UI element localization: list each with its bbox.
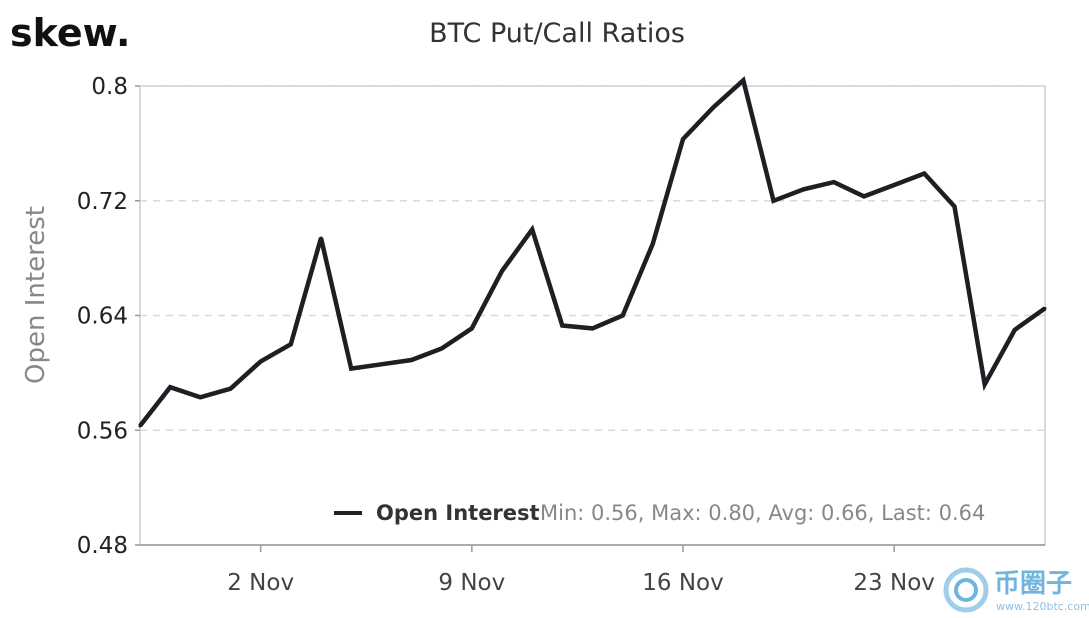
data-point xyxy=(983,382,987,386)
chart-title: BTC Put/Call Ratios xyxy=(429,18,685,49)
watermark-url: www.120btc.com xyxy=(996,600,1089,613)
data-point xyxy=(349,367,353,371)
plot-area: 0.48 0.56 0.64 0.72 0.8 2 Nov 9 Nov 16 Nov 23 N… xyxy=(77,74,1047,596)
data-point xyxy=(591,326,594,330)
x-tick-label: 9 Nov xyxy=(438,570,505,596)
data-point xyxy=(379,362,383,366)
data-point xyxy=(289,342,293,346)
data-point xyxy=(410,358,413,362)
data-point xyxy=(319,236,323,240)
data-point xyxy=(560,324,564,328)
y-axis-ticks: 0.48 0.56 0.64 0.72 0.8 xyxy=(77,74,140,559)
data-point xyxy=(198,395,202,399)
y-axis-label: Open Interest xyxy=(21,206,51,384)
data-point xyxy=(741,78,745,82)
y-tick-label: 0.56 xyxy=(77,418,128,444)
series-line-open-interest xyxy=(138,76,1047,428)
skew-logo: skew . xyxy=(10,11,130,55)
logo-dot: . xyxy=(116,11,130,55)
x-tick-label: 23 Nov xyxy=(853,570,934,596)
y-tick-label: 0.8 xyxy=(91,74,128,100)
data-point xyxy=(772,199,775,203)
watermark-text: 币圈子 xyxy=(994,569,1072,599)
legend: Open Interest Min: 0.56, Max: 0.80, Avg:… xyxy=(334,501,985,525)
data-point xyxy=(681,137,685,141)
x-tick-label: 2 Nov xyxy=(227,570,294,596)
data-point xyxy=(138,424,142,428)
x-axis-ticks: 2 Nov 9 Nov 16 Nov 23 Nov xyxy=(140,544,1045,596)
data-point xyxy=(229,387,232,391)
data-point xyxy=(500,269,504,273)
data-point xyxy=(168,385,172,389)
legend-stats: Min: 0.56, Max: 0.80, Avg: 0.66, Last: 0… xyxy=(540,501,985,525)
data-point xyxy=(862,194,866,198)
data-point xyxy=(922,171,926,175)
data-point xyxy=(832,180,836,184)
watermark: 币圈子 www.120btc.com xyxy=(943,567,1089,613)
data-point xyxy=(621,314,625,317)
y-tick-label: 0.48 xyxy=(77,533,128,559)
data-point xyxy=(470,326,474,330)
logo-text: skew xyxy=(10,11,118,55)
data-point xyxy=(1013,328,1017,332)
y-tick-label: 0.64 xyxy=(77,304,128,330)
data-point xyxy=(259,359,263,363)
gridlines xyxy=(140,85,1045,431)
data-point xyxy=(802,187,806,191)
x-tick-label: 16 Nov xyxy=(642,570,723,596)
series-layer xyxy=(138,76,1047,428)
data-point xyxy=(953,204,956,208)
data-point xyxy=(530,227,534,231)
watermark-logo-icon xyxy=(943,567,989,613)
y-tick-label: 0.72 xyxy=(77,189,128,215)
data-point xyxy=(892,183,896,187)
data-point xyxy=(440,346,444,350)
data-point xyxy=(711,106,715,110)
legend-series-name: Open Interest xyxy=(376,501,540,525)
data-point xyxy=(651,242,655,246)
data-point xyxy=(1043,306,1047,310)
